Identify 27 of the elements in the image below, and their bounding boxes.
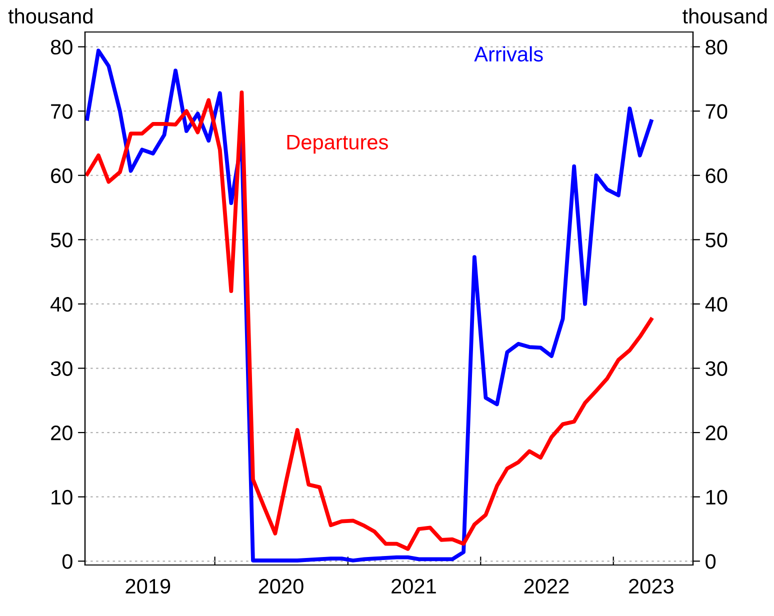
y2-tick-label: 60 [706, 168, 728, 184]
y-tick-label: 70 [51, 104, 72, 119]
y2-tick-label: 20 [706, 426, 728, 440]
y-tick-label: 10 [52, 490, 72, 505]
y2-tick-label: 80 [706, 40, 728, 55]
y2-axis-title: thousand [682, 8, 767, 24]
y-axis-title: thousand [8, 8, 92, 24]
x-tick-label: 2020 [258, 578, 304, 594]
x-tick-label: 2023 [629, 578, 674, 594]
y-tick-label: 50 [50, 232, 72, 248]
y2-tick-label: 0 [706, 554, 716, 569]
y-tick-label: 80 [50, 40, 72, 55]
y2-tick-label: 50 [706, 232, 728, 248]
y2-tick-label: 40 [705, 296, 728, 312]
x-tick-label: 2019 [126, 578, 170, 594]
y-tick-label: 60 [51, 168, 72, 184]
y2-tick-label: 30 [706, 361, 728, 376]
text: Departures [287, 134, 388, 154]
y-tick-label: 0 [62, 554, 72, 569]
y-tick-label: 20 [51, 426, 72, 440]
text: Arrivals [474, 46, 543, 62]
x-tick-label: 2021 [392, 578, 436, 594]
y2-tick-label: 10 [706, 490, 728, 505]
y2-tick-label: 70 [706, 104, 728, 119]
y-tick-label: 40 [50, 296, 72, 312]
y-tick-label: 30 [50, 361, 72, 376]
x-tick-label: 2022 [524, 578, 569, 594]
